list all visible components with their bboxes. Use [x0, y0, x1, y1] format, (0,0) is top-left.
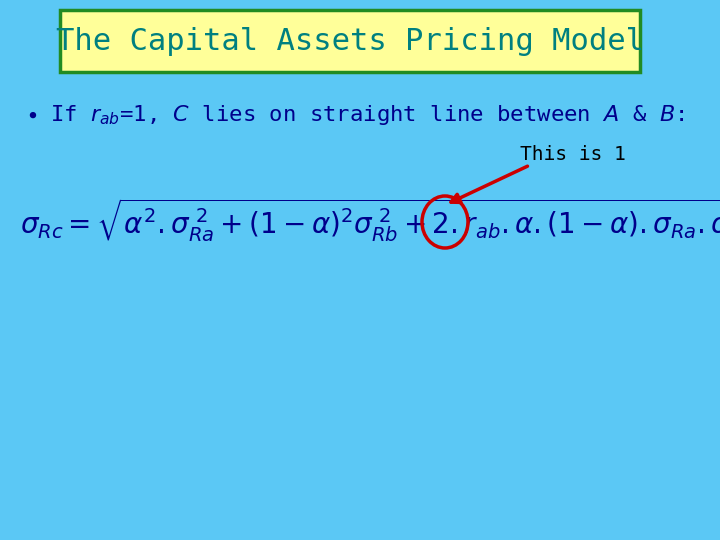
Text: $\bullet$: $\bullet$	[25, 105, 37, 125]
Text: The Capital Assets Pricing Model: The Capital Assets Pricing Model	[56, 26, 644, 56]
Text: $\sigma_{Rc} = \sqrt{\alpha^2.\sigma_{Ra}^{\ 2} + (1-\alpha)^2\sigma_{Rb}^{\ 2} : $\sigma_{Rc} = \sqrt{\alpha^2.\sigma_{Ra…	[20, 196, 720, 244]
FancyBboxPatch shape	[60, 10, 640, 72]
Text: If $r_{ab}$=1, $C$ lies on straight line between $A$ & $B$:: If $r_{ab}$=1, $C$ lies on straight line…	[50, 103, 685, 127]
Text: This is 1: This is 1	[520, 145, 626, 165]
